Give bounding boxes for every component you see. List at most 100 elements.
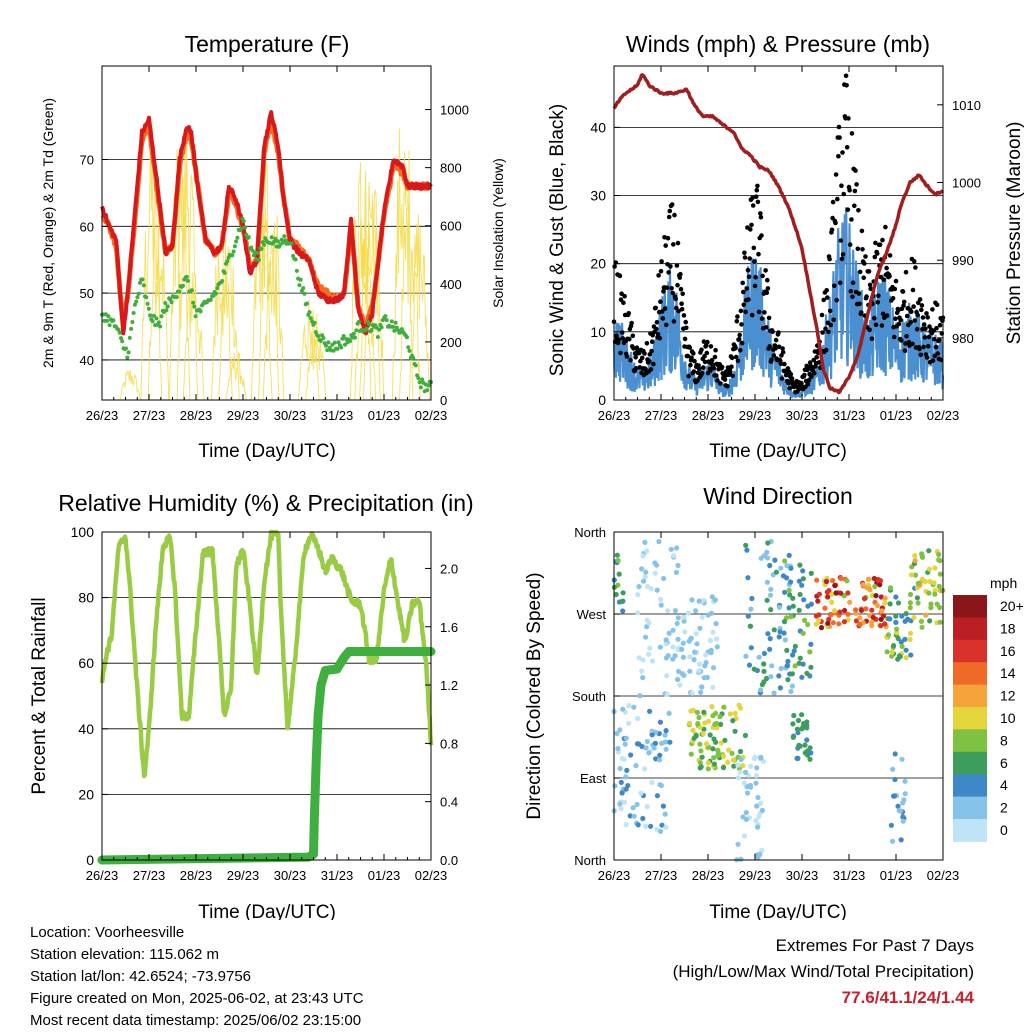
x-tick-label: 29/23 — [227, 408, 260, 423]
wind-direction-point — [786, 587, 792, 594]
dewpoint-point — [383, 314, 388, 319]
y-tick-label: 60 — [78, 655, 94, 671]
gust-point — [935, 351, 940, 356]
wind-direction-point — [732, 728, 738, 734]
gust-point — [778, 361, 784, 367]
dewpoint-point — [305, 301, 309, 306]
x-tick-label: 26/23 — [598, 868, 631, 883]
wind-direction-point — [693, 608, 699, 614]
dewpoint-point — [181, 283, 185, 288]
gust-point — [696, 363, 701, 368]
gust-point — [739, 340, 745, 346]
wind-direction-point — [788, 614, 794, 620]
wind-direction-point — [829, 599, 835, 605]
wind-direction-point — [713, 621, 719, 627]
dewpoint-point — [106, 314, 111, 319]
dewpoint-point — [225, 259, 230, 264]
wind-direction-point — [711, 736, 717, 742]
legend-swatch — [953, 617, 987, 641]
wind-direction-point — [641, 578, 647, 584]
x-tick-label: 01/23 — [368, 408, 401, 423]
dewpoint-point — [416, 376, 421, 380]
wind-direction-point — [796, 607, 802, 613]
gust-point — [678, 286, 684, 292]
gust-point — [806, 378, 812, 383]
gust-point — [709, 357, 715, 363]
dewpoint-point — [107, 323, 112, 328]
wind-direction-point — [631, 704, 637, 710]
gust-point — [679, 301, 684, 307]
solar-insolation-trace — [399, 150, 421, 401]
dewpoint-point — [145, 301, 150, 306]
x-tick-label: 31/23 — [833, 408, 866, 423]
dewpoint-point — [301, 286, 306, 291]
wind-direction-point — [799, 726, 805, 732]
wind-direction-point — [842, 607, 848, 614]
gust-point — [901, 303, 906, 308]
gust-point — [734, 319, 740, 324]
wind-direction-point — [756, 654, 762, 660]
dewpoint-point — [243, 225, 247, 230]
gust-point — [752, 283, 758, 289]
wind-direction-point — [657, 752, 663, 758]
gust-point — [850, 294, 855, 300]
gust-point — [856, 208, 861, 213]
wind-direction-point — [788, 565, 794, 571]
dewpoint-point — [354, 328, 359, 333]
wind-direction-point — [900, 814, 906, 820]
wind-direction-point — [928, 605, 934, 611]
wind-direction-point — [794, 726, 801, 732]
humidity-title: Relative Humidity (%) & Precipitation (i… — [58, 490, 473, 516]
wind-direction-point — [643, 569, 649, 575]
wind-direction-point — [932, 591, 938, 597]
gust-point — [747, 256, 752, 261]
wind-direction-point — [808, 750, 814, 756]
dewpoint-point — [174, 295, 179, 300]
y-tick-label: 50 — [80, 286, 94, 301]
gust-point — [887, 273, 892, 279]
x-tick-label: 02/23 — [415, 408, 448, 423]
wind-direction-point — [695, 721, 701, 727]
wind-direction-point — [937, 571, 944, 577]
wind-direction-point — [769, 663, 775, 669]
gust-point — [699, 370, 705, 376]
gust-point — [820, 330, 825, 335]
wind-direction-point — [652, 570, 658, 576]
gust-point — [671, 319, 677, 324]
wind-direction-point — [784, 563, 790, 569]
gust-point — [773, 346, 778, 351]
dewpoint-point — [294, 268, 299, 273]
wind-direction-point — [773, 569, 780, 575]
wind-direction-point — [902, 618, 908, 624]
wind-direction-point — [675, 562, 681, 569]
wind-direction-point — [830, 578, 836, 584]
wind-direction-point — [748, 784, 754, 790]
wind-direction-point — [649, 779, 655, 786]
dewpoint-point — [138, 280, 142, 285]
dewpoint-point — [244, 232, 249, 237]
wind-direction-point — [767, 592, 774, 598]
gust-point — [629, 320, 634, 326]
wind-direction-point — [936, 551, 942, 558]
wind-direction-point — [664, 691, 670, 698]
gust-point — [691, 351, 696, 356]
wind-direction-point — [659, 740, 665, 746]
gust-point — [735, 314, 740, 319]
y2-tick-label: 0.4 — [440, 795, 458, 810]
wind-direction-point — [808, 664, 814, 670]
wind-direction-point — [753, 780, 759, 786]
dewpoint-point — [375, 335, 380, 339]
wind-direction-point — [755, 854, 761, 860]
dewpoint-point — [298, 277, 303, 282]
wind-direction-point — [847, 599, 853, 605]
x-tick-label: 01/23 — [368, 868, 401, 883]
wind-direction-point — [758, 687, 764, 693]
wind-direction-point — [665, 608, 671, 614]
wind-direction-point — [700, 731, 706, 737]
gust-point — [708, 368, 713, 373]
dewpoint-point — [154, 316, 159, 321]
wind-direction-point — [675, 676, 681, 683]
dewpoint-point — [132, 302, 137, 307]
gust-point — [884, 313, 890, 318]
wind-direction-point — [623, 735, 629, 741]
